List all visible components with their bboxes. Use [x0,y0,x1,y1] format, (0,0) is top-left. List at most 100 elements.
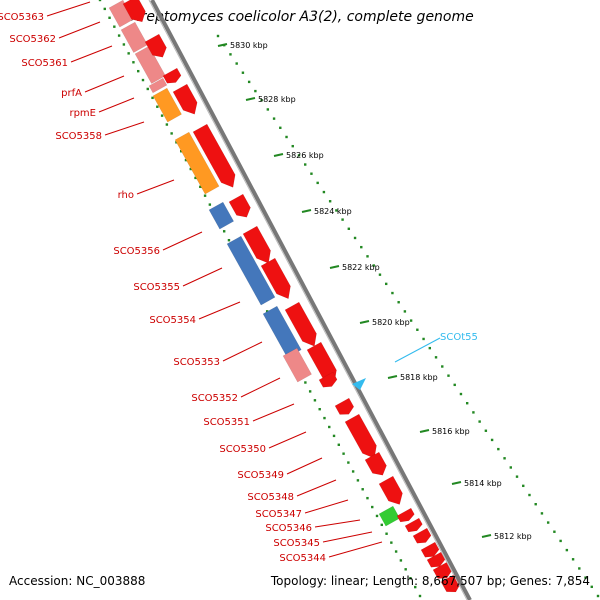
forward-gene-arrow [334,397,355,415]
gene-label: rpmE [69,108,96,119]
inner-track-dot [328,425,331,429]
inner-track-dot [117,34,121,37]
inner-track-dot [160,114,164,117]
inner-track-dot [337,443,341,446]
gene-label: SCO5346 [265,523,312,534]
forward-gene-arrow [228,193,251,218]
inner-track-dot [342,452,345,455]
outer-track-dot [366,255,369,258]
backbone-highlight [148,0,468,600]
inner-track-dot [351,470,355,473]
gene-label: rho [118,190,134,201]
ruler-label: 5812 kbp [494,532,532,541]
gene-label: SCO5362 [9,34,56,45]
outer-track-dot [490,438,494,442]
genome-backbone [148,0,472,600]
inner-track-dot [385,532,388,535]
outer-track-dot [341,218,344,221]
inner-track-dot [127,52,130,55]
gene-label-leader [322,531,373,543]
outer-track-dot [335,209,338,212]
inner-track-dot [203,194,207,197]
gene-label-leader [136,179,175,195]
gene-label: SCO5351 [203,417,250,428]
gene-label-leader [304,499,349,514]
inner-track-dot [132,61,135,64]
map-title: Streptomyces coelicolor A3(2), complete … [126,9,474,25]
inner-track-dot [375,514,379,518]
gene-block [282,347,312,383]
outer-track-dot [578,567,581,570]
ruler-label: 5822 kbp [342,263,380,272]
gene-label-leader [240,377,281,398]
outer-track-dot [497,447,500,451]
outer-track-dot [447,374,450,377]
gene-label: SCO5347 [255,509,302,520]
inner-track-dot [146,87,149,91]
ruler-tick [359,320,370,324]
outer-track-dot [235,62,238,65]
inner-track-dot [156,105,159,108]
gene-label-leader [104,121,145,136]
inner-track-dot [227,238,231,242]
outer-track-dot [328,200,332,203]
gene-block [262,305,302,358]
rna-label: SCOt55 [440,332,478,343]
ruler-label: 5818 kbp [400,373,438,382]
forward-gene-arrow [144,33,167,58]
inner-track-dot [318,407,321,411]
gene-block [120,21,148,53]
gene-label: SCO5344 [279,553,326,564]
inner-track-dot [189,167,192,171]
gene-label: SCO5353 [173,357,220,368]
inner-track-dot [199,185,202,189]
gene-label: SCO5354 [149,315,196,326]
outer-track-dot [559,539,562,543]
inner-track-dot [356,479,360,482]
outer-track-dot [360,245,363,249]
gene-label-leader [182,267,223,287]
forward-gene-arrow [378,475,403,505]
inner-track-dot [399,559,403,562]
inner-track-dot [323,416,326,420]
ruler-label: 5830 kbp [230,41,268,50]
outer-track-dot [216,34,220,38]
colored-genes[interactable] [108,0,401,527]
outer-track-dot [571,558,575,561]
outer-track-dot [241,71,245,74]
outer-track-dot [546,521,550,524]
outer-track-dot [409,319,413,322]
outer-dotted-track [216,34,600,598]
forward-gene-arrow [306,341,337,384]
forward-gene-arrow [432,561,453,579]
outer-track-dot [403,310,407,313]
outer-track-dot [291,144,294,148]
ruler-label: 5824 kbp [314,207,352,216]
outer-track-dot [472,411,475,414]
inner-track-dot [98,0,102,2]
gene-label-leader [252,403,295,422]
outer-track-dot [522,484,525,488]
outer-track-dot [484,429,488,432]
outer-track-dot [316,181,319,185]
forward-strand-genes[interactable] [122,0,461,593]
rna-gene[interactable]: SCOt55 [352,332,478,390]
inner-track-dot [361,488,364,491]
ruler-tick [481,534,492,538]
gene-label-leader [70,45,113,63]
forward-gene-arrow [426,551,446,568]
outer-track-dot [285,135,288,139]
gene-block [208,201,235,230]
outer-track-dot [515,475,519,478]
outer-track-dot [347,227,351,230]
gene-label-leader [46,1,91,17]
gene-labels[interactable]: SCO5363 SCO5362 SCO5361 prfA rpmE SCO5358 rho S… [0,12,326,564]
ruler-tick [301,209,312,213]
gene-label: SCO5348 [247,492,294,503]
ruler-label: 5814 kbp [464,479,502,488]
forward-gene-arrow [404,517,423,533]
ruler-tick [419,429,430,433]
inner-track-dot [108,16,111,19]
gene-block [378,505,401,527]
